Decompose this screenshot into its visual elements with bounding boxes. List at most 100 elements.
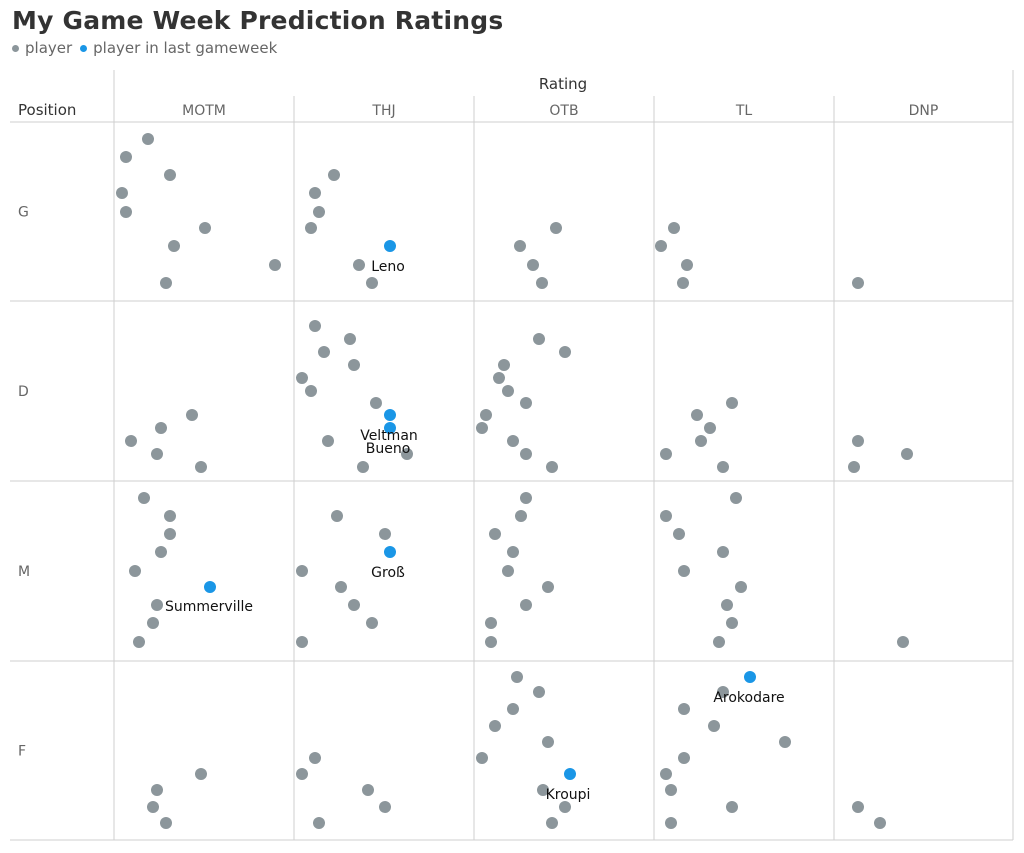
player-point xyxy=(735,581,747,593)
column-labels: MOTM THJ OTB TL DNP xyxy=(182,103,938,119)
player-point xyxy=(668,222,680,234)
player-point xyxy=(489,528,501,540)
player-point xyxy=(655,240,667,252)
player-point xyxy=(164,169,176,181)
player-point xyxy=(550,222,562,234)
player-point xyxy=(318,346,330,358)
player-point xyxy=(199,222,211,234)
player-point xyxy=(296,372,308,384)
player-point xyxy=(309,320,321,332)
column-label-dnp: DNP xyxy=(909,103,939,119)
player-point xyxy=(195,768,207,780)
player-point xyxy=(480,409,492,421)
player-point xyxy=(660,448,672,460)
player-point xyxy=(348,359,360,371)
player-point xyxy=(533,686,545,698)
point-label-bueno: Bueno xyxy=(366,441,411,457)
player-point xyxy=(353,259,365,271)
player-point xyxy=(533,333,545,345)
point-label-veltman: Veltman xyxy=(360,428,418,444)
column-label-otb: OTB xyxy=(549,103,578,119)
player-point xyxy=(269,259,281,271)
player-point xyxy=(559,801,571,813)
player-point xyxy=(493,372,505,384)
legend-player-label: player xyxy=(25,39,73,57)
player-point xyxy=(730,492,742,504)
player-point xyxy=(120,206,132,218)
player-point xyxy=(328,169,340,181)
player-point xyxy=(151,448,163,460)
player-point xyxy=(502,565,514,577)
player-point xyxy=(673,528,685,540)
legend: player player in last gameweek xyxy=(12,39,285,57)
row-label-d: D xyxy=(18,384,29,400)
player-point xyxy=(379,801,391,813)
player-point xyxy=(852,435,864,447)
player-point xyxy=(726,397,738,409)
player-point xyxy=(511,671,523,683)
player-point xyxy=(514,240,526,252)
player-point xyxy=(164,510,176,522)
player-point xyxy=(160,817,172,829)
player-point xyxy=(546,817,558,829)
player-point xyxy=(726,801,738,813)
row-label-m: M xyxy=(18,564,30,580)
player-point xyxy=(695,435,707,447)
player-point xyxy=(677,277,689,289)
player-point xyxy=(116,187,128,199)
player-point xyxy=(852,277,864,289)
player-point xyxy=(660,768,672,780)
last-gameweek-point xyxy=(204,581,216,593)
player-point xyxy=(379,528,391,540)
player-point xyxy=(897,636,909,648)
row-labels: G D M F xyxy=(18,205,30,760)
player-point xyxy=(151,784,163,796)
player-point xyxy=(348,599,360,611)
player-point xyxy=(507,703,519,715)
player-point xyxy=(370,397,382,409)
player-point xyxy=(151,599,163,611)
player-point xyxy=(520,448,532,460)
player-point xyxy=(665,817,677,829)
last-gameweek-point xyxy=(384,422,396,434)
player-point xyxy=(142,133,154,145)
player-point xyxy=(309,187,321,199)
player-point xyxy=(335,581,347,593)
player-point xyxy=(357,461,369,473)
player-point xyxy=(848,461,860,473)
player-point xyxy=(476,752,488,764)
player-point xyxy=(366,277,378,289)
player-point xyxy=(537,784,549,796)
player-point xyxy=(779,736,791,748)
player-point xyxy=(129,565,141,577)
player-point xyxy=(507,546,519,558)
player-point xyxy=(660,510,672,522)
player-point xyxy=(681,259,693,271)
column-label-motm: MOTM xyxy=(182,103,226,119)
player-point xyxy=(168,240,180,252)
last-gameweek-point xyxy=(744,671,756,683)
row-header: Position xyxy=(18,101,76,119)
player-point xyxy=(520,397,532,409)
player-point xyxy=(678,703,690,715)
player-point xyxy=(155,546,167,558)
point-label-groß: Groß xyxy=(371,565,405,581)
player-point xyxy=(133,636,145,648)
last-gameweek-point xyxy=(564,768,576,780)
player-point xyxy=(507,435,519,447)
player-point xyxy=(546,461,558,473)
point-label-leno: Leno xyxy=(371,259,405,275)
player-point xyxy=(164,528,176,540)
player-point xyxy=(713,636,725,648)
player-point xyxy=(678,565,690,577)
player-point xyxy=(401,448,413,460)
player-point xyxy=(536,277,548,289)
player-point xyxy=(305,222,317,234)
player-point xyxy=(527,259,539,271)
player-point xyxy=(901,448,913,460)
player-point xyxy=(186,409,198,421)
chart-title: My Game Week Prediction Ratings xyxy=(12,6,504,35)
player-point xyxy=(717,461,729,473)
player-point xyxy=(305,385,317,397)
